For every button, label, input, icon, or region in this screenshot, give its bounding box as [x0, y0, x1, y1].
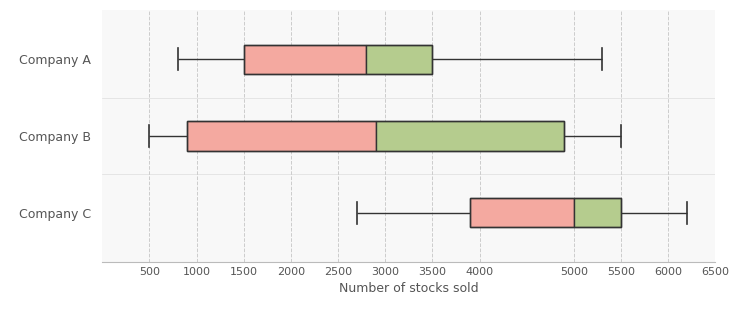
Bar [244, 45, 432, 74]
Bar [376, 122, 564, 150]
X-axis label: Number of stocks sold: Number of stocks sold [339, 282, 479, 295]
Bar [244, 45, 366, 74]
Bar [470, 198, 621, 227]
Bar [187, 122, 564, 150]
Bar [187, 122, 376, 150]
Bar [366, 45, 432, 74]
Bar [574, 198, 621, 227]
Bar [470, 198, 574, 227]
